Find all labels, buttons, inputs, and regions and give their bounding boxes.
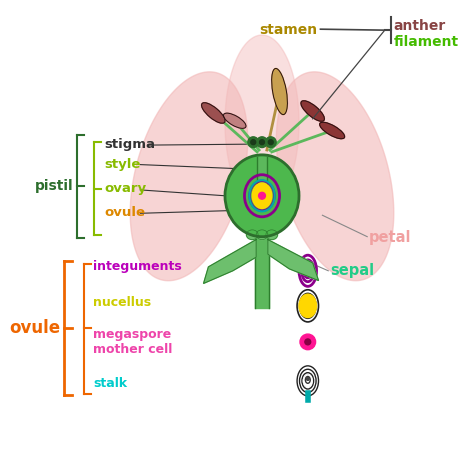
Ellipse shape [268, 140, 273, 145]
Polygon shape [225, 35, 299, 211]
Ellipse shape [272, 68, 287, 114]
Ellipse shape [305, 339, 311, 345]
Text: pistil: pistil [35, 179, 73, 193]
Text: stigma: stigma [104, 138, 155, 150]
Ellipse shape [299, 294, 317, 317]
Ellipse shape [319, 122, 345, 139]
Ellipse shape [260, 140, 264, 145]
Text: integuments: integuments [93, 260, 182, 273]
Ellipse shape [256, 230, 268, 240]
Polygon shape [276, 72, 394, 281]
Polygon shape [130, 72, 247, 281]
Ellipse shape [246, 230, 258, 240]
Ellipse shape [300, 334, 316, 350]
Text: ovary: ovary [104, 182, 146, 195]
Polygon shape [268, 240, 319, 281]
Polygon shape [203, 240, 256, 283]
Ellipse shape [224, 113, 246, 128]
Ellipse shape [248, 137, 259, 148]
Ellipse shape [251, 140, 255, 145]
Ellipse shape [252, 183, 272, 208]
Ellipse shape [201, 103, 225, 123]
Text: nucellus: nucellus [93, 296, 152, 309]
Ellipse shape [265, 137, 276, 148]
Text: megaspore
mother cell: megaspore mother cell [93, 328, 173, 356]
Ellipse shape [225, 155, 299, 237]
Text: stalk: stalk [93, 377, 128, 390]
Ellipse shape [301, 101, 324, 121]
Text: ovule: ovule [104, 206, 145, 219]
Text: ovule: ovule [9, 319, 60, 337]
Ellipse shape [303, 375, 312, 387]
Ellipse shape [306, 378, 309, 380]
Text: sepal: sepal [330, 263, 374, 278]
Ellipse shape [259, 192, 265, 199]
Text: anther: anther [393, 19, 446, 33]
Ellipse shape [256, 137, 267, 148]
Text: style: style [104, 158, 141, 171]
Text: petal: petal [369, 230, 411, 245]
Text: filament: filament [393, 35, 459, 49]
Text: stamen: stamen [259, 23, 318, 37]
Ellipse shape [266, 230, 278, 240]
